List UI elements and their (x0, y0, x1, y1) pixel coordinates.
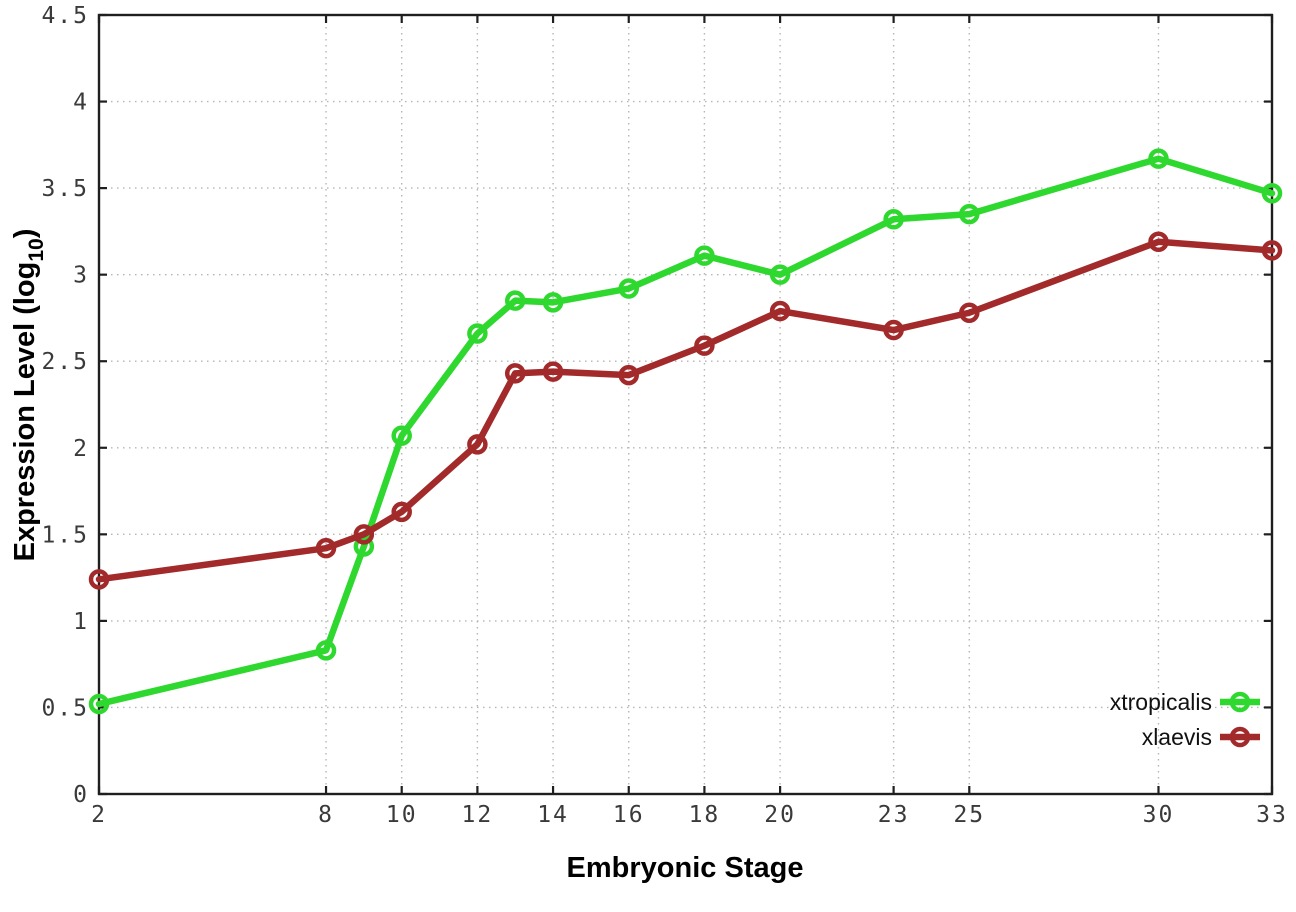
legend: xtropicalis xlaevis (1110, 689, 1260, 750)
data-point-xlaevis (694, 335, 715, 356)
data-point-xlaevis (391, 501, 412, 523)
data-point-xtropicalis (88, 693, 110, 715)
plot-border-box (97, 13, 1274, 796)
legend-label-xtropicalis: xtropicalis (1110, 689, 1212, 715)
data-point-xtropicalis (315, 640, 337, 661)
axis-ticks (97, 13, 1274, 796)
y-tick-label: 4 (73, 90, 89, 116)
data-point-xlaevis (618, 364, 639, 386)
data-point-xlaevis (1261, 240, 1283, 261)
x-tick-label: 10 (386, 802, 418, 828)
data-point-xlaevis (467, 434, 488, 455)
x-tick-label: 14 (537, 802, 569, 828)
y-tick-label: 2.5 (41, 349, 89, 375)
x-tick-label: 33 (1256, 802, 1288, 828)
y-axis-title-subscript: 10 (25, 238, 48, 261)
series-line-xlaevis (95, 238, 1276, 583)
plot-border (97, 13, 1274, 796)
legend-item-xtropicalis: xtropicalis (1110, 689, 1260, 715)
data-point-xtropicalis (769, 264, 791, 285)
data-point-xlaevis (959, 302, 980, 324)
data-point-xlaevis (883, 319, 904, 341)
data-point-xlaevis (769, 300, 791, 322)
x-tick-label: 8 (318, 802, 334, 828)
data-point-xtropicalis (504, 290, 526, 311)
data-series (88, 148, 1283, 715)
x-tick-label: 16 (613, 802, 645, 828)
data-point-xtropicalis (542, 292, 564, 313)
x-tick-label: 20 (764, 802, 796, 828)
y-axis-title-close: ) (9, 229, 41, 239)
legend-marker-xtropicalis (1229, 691, 1251, 713)
y-tick-label: 1 (73, 609, 89, 635)
y-tick-label: 2 (73, 436, 89, 462)
data-point-xlaevis (353, 524, 375, 545)
series-line-xtropicalis (95, 155, 1276, 708)
y-tick-label: 4.5 (41, 3, 89, 29)
data-point-xtropicalis (391, 425, 412, 446)
x-tick-label: 18 (689, 802, 721, 828)
legend-marker-xlaevis (1229, 726, 1251, 748)
data-point-xtropicalis (467, 323, 488, 344)
data-point-xlaevis (315, 537, 337, 559)
tick-labels: 2 8 10 12 14 16 18 20 23 25 30 33 0 0.5 1 1.5 2 2.5 3 3.5 4 4… (41, 3, 1288, 828)
data-point-xlaevis (88, 569, 110, 590)
y-tick-label: 3.5 (41, 176, 89, 202)
data-point-xlaevis (542, 361, 564, 382)
x-tick-label: 30 (1143, 802, 1175, 828)
grid-lines (99, 15, 1272, 794)
x-axis-title: Embryonic Stage (567, 852, 804, 884)
data-point-xtropicalis (353, 536, 375, 557)
data-point-xtropicalis (883, 209, 904, 230)
data-point-xtropicalis (694, 245, 715, 266)
x-tick-label: 23 (878, 802, 910, 828)
legend-item-xlaevis: xlaevis (1142, 724, 1260, 750)
y-tick-label: 3 (73, 263, 89, 289)
data-point-xlaevis (504, 363, 526, 384)
data-point-xtropicalis (618, 278, 639, 299)
data-point-xtropicalis (1148, 148, 1169, 169)
data-point-xtropicalis (959, 203, 980, 225)
legend-label-xlaevis: xlaevis (1142, 724, 1212, 750)
data-point-xlaevis (1148, 231, 1169, 253)
x-tick-label: 25 (953, 802, 985, 828)
y-tick-label: 0 (73, 782, 89, 808)
x-tick-label: 2 (91, 802, 107, 828)
y-tick-label: 0.5 (41, 695, 89, 721)
y-tick-label: 1.5 (41, 522, 89, 548)
y-axis-title: Expression Level (log10) (9, 229, 48, 562)
y-axis-title-main: Expression Level (log (9, 262, 41, 562)
data-point-xtropicalis (1261, 183, 1283, 204)
x-tick-label: 12 (462, 802, 494, 828)
